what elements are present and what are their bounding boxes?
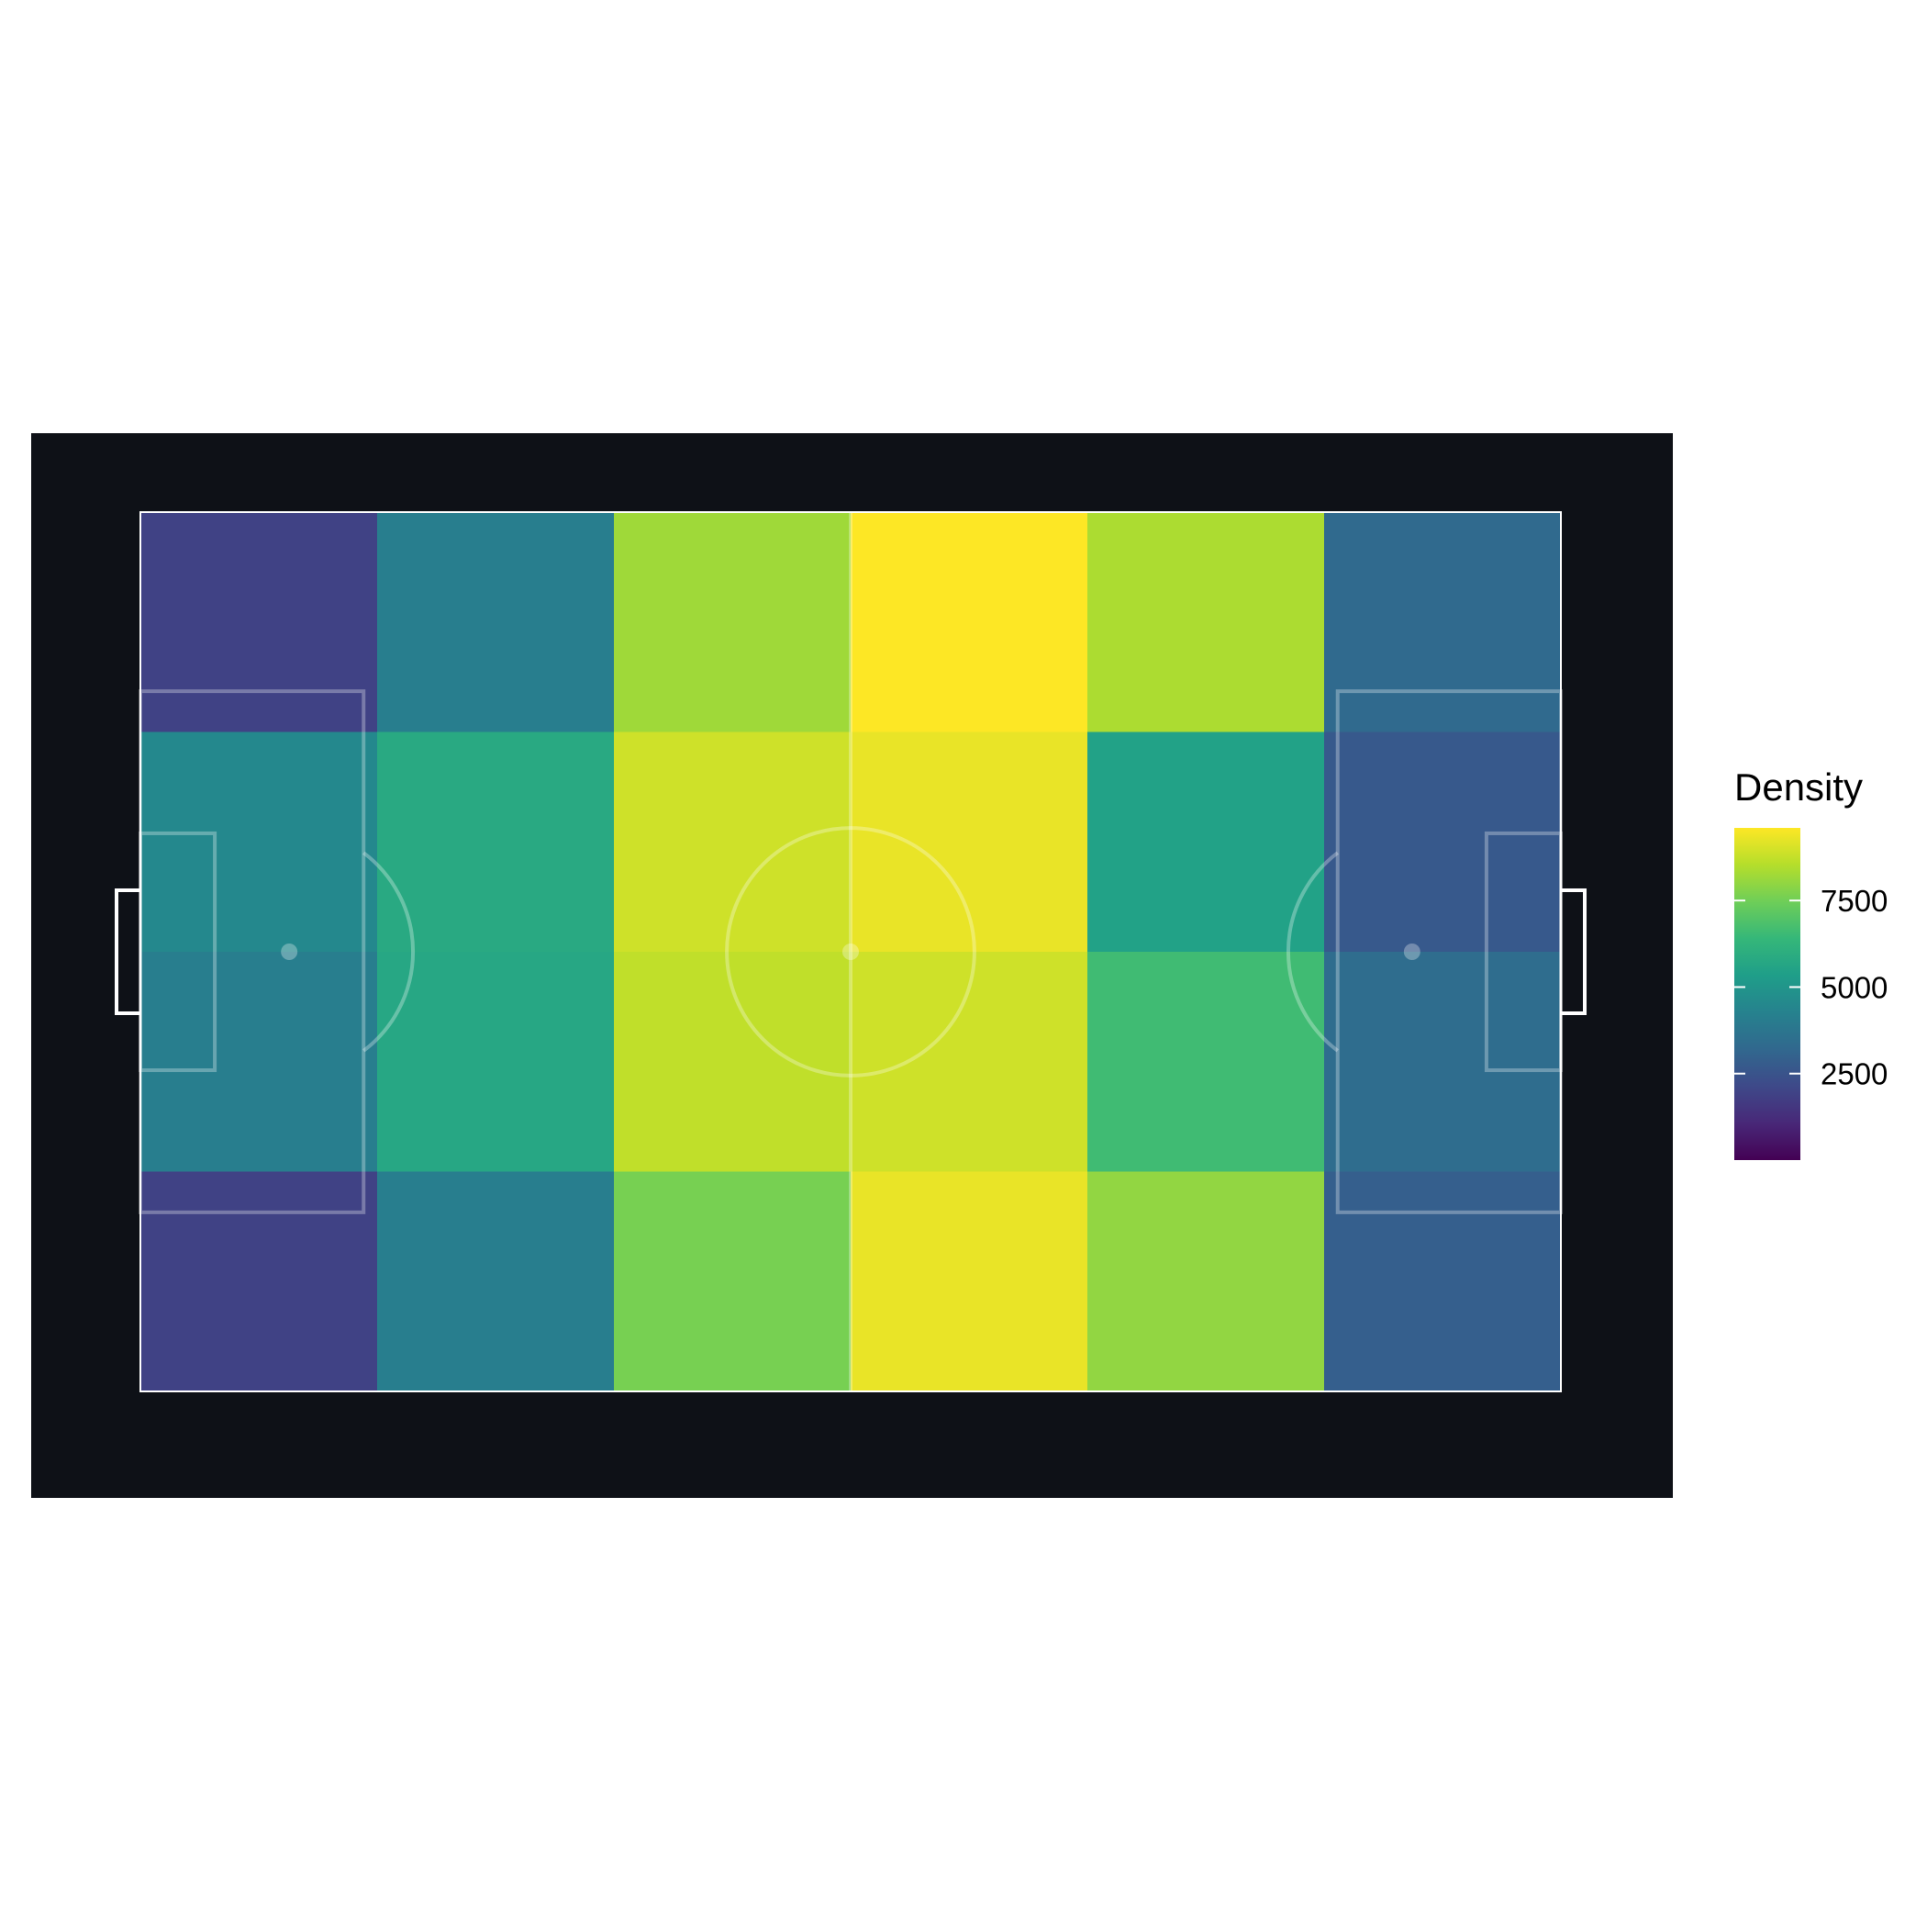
legend-tick-label-2: 7500 [1821,884,1888,918]
left-penalty-spot [281,944,298,960]
heatmap-cell-r0-c1 [377,512,615,732]
right-penalty-arc [1286,851,1339,1053]
heatmap-cell-r2-c0 [140,952,378,1172]
heatmap-cell-r0-c2 [614,512,852,732]
heatmap-cell-r1-c4 [1087,731,1325,953]
left-penalty-box [139,689,366,1214]
heatmap-cell-r1-c1 [377,731,615,953]
right-six-yard-box [1484,831,1564,1073]
left-goal [115,888,140,1016]
left-penalty-arc [362,851,416,1053]
right-penalty-box [1335,689,1563,1214]
pitch-boundary [139,511,1562,1392]
heatmap-cell-r1-c3 [851,731,1088,953]
heatmap-cell-r3-c3 [851,1171,1088,1392]
legend-tick-label-0: 2500 [1821,1057,1888,1091]
legend-colorbar [1734,828,1800,1160]
legend-tick-label-1: 5000 [1821,970,1888,1004]
heatmap-cell-r0-c5 [1324,512,1562,732]
legend-ticks: 2500 5000 7500 [1734,884,1888,1091]
heatmap-cell-r1-c2 [614,731,852,953]
heatmap-cell-r2-c2 [614,952,852,1172]
center-circle [725,826,976,1078]
center-spot [842,944,859,960]
heatmap-cell-r3-c1 [377,1171,615,1392]
heatmap-cell-r2-c3 [851,952,1088,1172]
left-six-yard-box [139,831,217,1073]
heatmap-cell-r1-c0 [140,731,378,953]
heatmap-cell-r0-c4 [1087,512,1325,732]
heatmap-cell-r0-c3 [851,512,1088,732]
heatmap-cells [140,512,1562,1392]
heatmap-cell-r3-c2 [614,1171,852,1392]
heatmap-cell-r3-c0 [140,1171,378,1392]
right-goal [1561,888,1587,1016]
heatmap-cell-r2-c5 [1324,952,1562,1172]
heatmap-cell-r1-c5 [1324,731,1562,953]
right-penalty-spot [1403,944,1420,960]
heatmap-cell-r3-c4 [1087,1171,1325,1392]
heatmap-cell-r0-c0 [140,512,378,732]
heatmap-cell-r2-c1 [377,952,615,1172]
heatmap-cell-r2-c4 [1087,952,1325,1172]
legend-title: Density [1734,765,1863,809]
density-legend: Density 2500 5000 7500 [1734,765,1888,1160]
pitch-markings [115,511,1587,1392]
heatmap-cell-r3-c5 [1324,1171,1562,1392]
